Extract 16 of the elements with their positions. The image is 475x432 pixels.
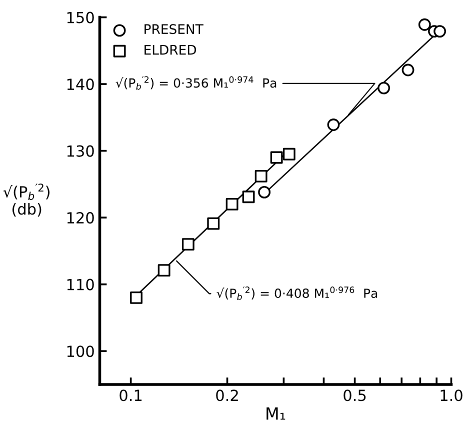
y-axis-title: √(P$_{b}$$^{′2}$) (db) bbox=[3, 184, 50, 217]
y-tick-label: 130 bbox=[67, 145, 94, 157]
legend-label: PRESENT bbox=[144, 24, 204, 34]
x-tick-label: 0.5 bbox=[344, 390, 366, 402]
x-tick-label: 0.1 bbox=[120, 390, 142, 402]
y-tick-label: 110 bbox=[67, 278, 94, 290]
x-tick-label: 1.0 bbox=[440, 390, 462, 402]
x-tick-label: 0.2 bbox=[216, 390, 238, 402]
y-tick-label: 120 bbox=[67, 212, 94, 224]
y-tick-label: 100 bbox=[67, 346, 94, 358]
annotation: √(P$_{b}$$^{′2}$) = 0·356 M₁$^{0·974}$ Pa bbox=[116, 76, 276, 90]
y-tick-label: 150 bbox=[67, 12, 94, 24]
y-tick-label: 140 bbox=[67, 78, 94, 90]
annotation: √(P$_{b}$$^{′2}$) = 0·408 M₁$^{0·976}$ Pa bbox=[216, 286, 378, 300]
x-axis-title: M₁ bbox=[266, 407, 286, 420]
legend-label: ELDRED bbox=[144, 44, 196, 55]
